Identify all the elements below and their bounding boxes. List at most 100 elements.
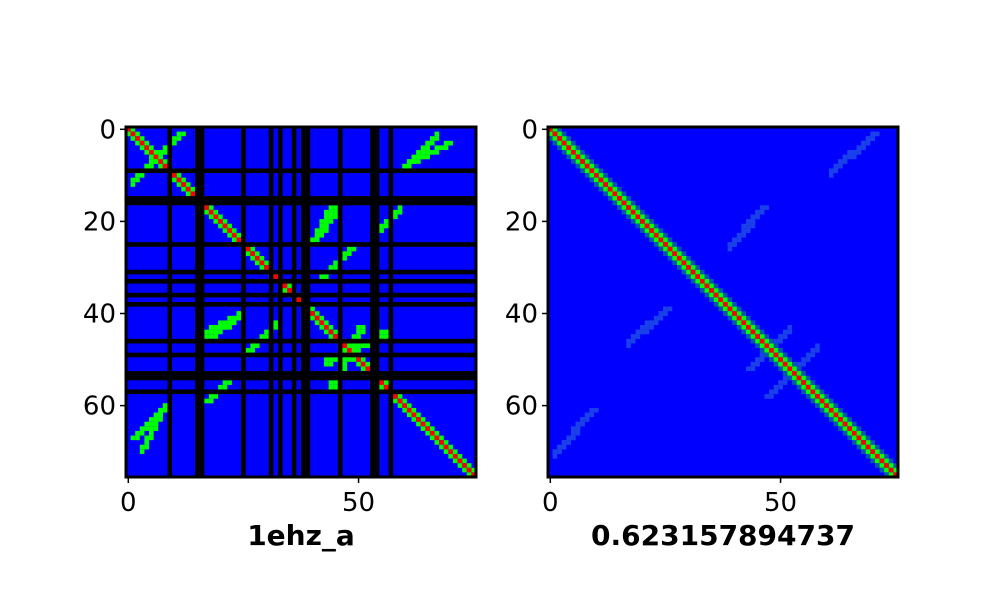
heatmap-cell	[310, 311, 315, 316]
heatmap-cell	[144, 444, 150, 450]
heatmap-cell	[603, 182, 608, 187]
heatmap-cell	[842, 417, 848, 422]
heatmap-cell	[135, 430, 140, 436]
heatmap-cell	[736, 325, 742, 330]
heatmap-cell	[452, 458, 458, 464]
heatmap-cell	[746, 320, 751, 326]
heatmap-cell	[429, 136, 435, 141]
heatmap-cell	[796, 384, 802, 390]
heatmap-cell	[342, 361, 348, 367]
heatmap-cell	[617, 205, 622, 210]
heatmap-cell	[676, 255, 682, 261]
heatmap-cell	[681, 269, 687, 275]
heatmap-cell	[333, 214, 338, 220]
heatmap-cell	[584, 168, 590, 174]
heatmap-cell	[718, 292, 723, 298]
heatmap-cell	[769, 343, 774, 349]
heatmap-cell	[149, 163, 154, 169]
heatmap-cell	[383, 334, 389, 339]
heatmap-cell	[342, 357, 348, 362]
heatmap-cell	[218, 223, 223, 229]
heatmap-cell	[750, 334, 756, 339]
heatmap-cell	[727, 297, 733, 302]
heatmap-cell	[153, 154, 159, 160]
masked-row	[126, 196, 476, 201]
heatmap-cell	[416, 412, 421, 418]
heatmap-cell	[782, 334, 788, 339]
heatmap-cell	[755, 338, 760, 344]
heatmap-cell	[842, 412, 848, 418]
heatmap-cell	[347, 246, 352, 252]
heatmap-cell	[663, 306, 668, 312]
heatmap-cell	[552, 140, 558, 146]
heatmap-cell	[649, 325, 654, 330]
heatmap-cell	[584, 173, 590, 178]
heatmap-cell	[787, 357, 793, 362]
heatmap-cell	[319, 315, 325, 321]
heatmap-cell	[264, 329, 269, 335]
heatmap-cell	[149, 150, 154, 155]
heatmap-cell	[333, 384, 338, 390]
heatmap-cell	[755, 209, 760, 215]
heatmap-cell	[557, 127, 562, 132]
heatmap-cell	[879, 449, 885, 454]
heatmap-cell	[713, 302, 719, 307]
heatmap-cell	[727, 246, 733, 252]
heatmap-cell	[342, 366, 348, 372]
heatmap-cell	[874, 463, 880, 468]
heatmap-cell	[190, 186, 196, 192]
heatmap-cell	[208, 214, 214, 220]
masked-row	[126, 200, 476, 206]
heatmap-cell	[434, 440, 440, 445]
heatmap-cell	[612, 200, 618, 206]
heatmap-cell	[411, 417, 417, 422]
heatmap-cell	[360, 325, 366, 330]
heatmap-cell	[741, 228, 747, 233]
heatmap-cell	[695, 274, 700, 279]
heatmap-cell	[135, 173, 140, 178]
heatmap-cell	[324, 228, 329, 233]
heatmap-cell	[347, 357, 352, 362]
heatmap-cell	[773, 338, 779, 344]
heatmap-cell	[782, 329, 788, 335]
heatmap-cell	[360, 343, 366, 349]
heatmap-cell	[328, 325, 334, 330]
heatmap-cell	[208, 205, 214, 210]
heatmap-cell	[617, 196, 622, 201]
y-tick-label: 40	[505, 300, 538, 330]
heatmap-cell	[607, 182, 613, 187]
heatmap-cell	[425, 426, 430, 431]
heatmap-cell	[690, 274, 696, 279]
heatmap-cell	[135, 140, 140, 146]
heatmap-cell	[561, 131, 567, 137]
contact-map-panel-true: 0 20 40 60 0 50 1ehz_a	[83, 115, 478, 552]
heatmap-cell	[640, 228, 645, 233]
heatmap-cell	[324, 361, 329, 367]
heatmap-cell	[713, 283, 719, 289]
heatmap-cell	[792, 375, 797, 381]
heatmap-cell	[773, 384, 779, 390]
heatmap-cell	[750, 366, 756, 372]
heatmap-cell	[805, 389, 811, 395]
heatmap-cell	[406, 163, 412, 169]
heatmap-cell	[879, 453, 885, 459]
heatmap-cell	[466, 463, 472, 468]
heatmap-cell	[787, 371, 793, 376]
heatmap-cell	[548, 131, 553, 137]
y-tick-label: 60	[83, 392, 116, 422]
heatmap-cell	[792, 366, 797, 372]
heatmap-cell	[328, 214, 334, 220]
heatmap-cell	[328, 380, 334, 385]
contact-map-cells-predicted	[548, 127, 898, 477]
heatmap-cell	[718, 302, 723, 307]
heatmap-cell	[838, 417, 843, 422]
heatmap-cell	[314, 232, 320, 238]
heatmap-cell	[626, 343, 631, 349]
heatmap-cell	[828, 412, 834, 418]
heatmap-cell	[699, 288, 705, 293]
heatmap-cell	[434, 430, 440, 436]
heatmap-cell	[778, 366, 783, 372]
heatmap-cell	[644, 329, 650, 335]
heatmap-cell	[727, 302, 733, 307]
heatmap-cell	[130, 177, 136, 183]
